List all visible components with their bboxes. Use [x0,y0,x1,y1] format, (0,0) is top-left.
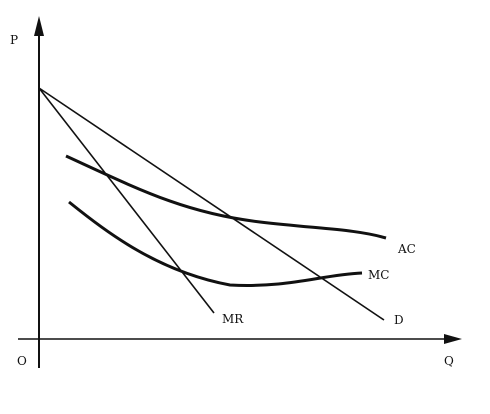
mc-label: MC [368,268,389,282]
mr-line [38,87,215,314]
x-axis-label: Q [444,354,454,368]
demand-line [38,87,385,321]
x-axis-arrow [444,334,462,344]
ac-label: AC [397,242,416,256]
ac-curve [65,154,387,240]
mc-curve [68,200,363,287]
y-axis-label: P [10,33,18,47]
y-axis-arrow [34,16,44,36]
mr-label: MR [222,312,244,326]
d-label: D [394,313,404,327]
origin-label: O [17,354,27,368]
